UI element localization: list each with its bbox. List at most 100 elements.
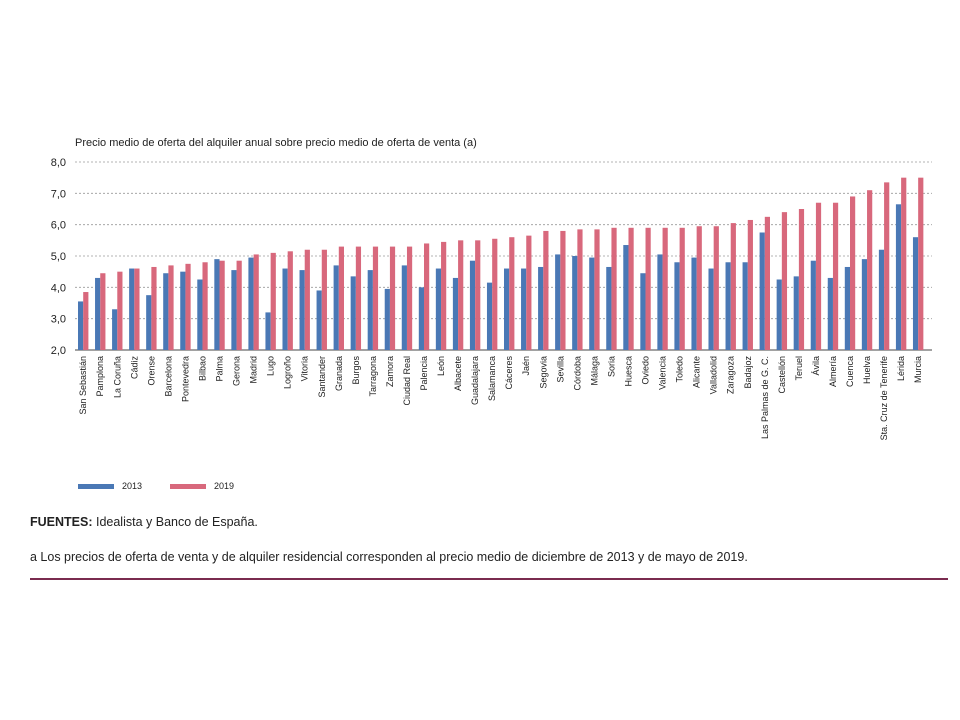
- divider: [30, 578, 948, 580]
- bar-2019: [253, 254, 259, 350]
- bar-2019: [458, 240, 464, 350]
- bar-2019: [764, 216, 770, 350]
- x-tick-label: Córdoba: [572, 356, 582, 391]
- y-tick-label: 8,0: [51, 157, 66, 169]
- bar-2013: [878, 249, 885, 350]
- bar-2019: [918, 177, 924, 350]
- bar-2019: [867, 190, 873, 350]
- x-tick-label: Barcelona: [163, 356, 173, 397]
- bar-2019: [441, 241, 447, 350]
- x-tick-label: Pamplona: [95, 356, 105, 397]
- legend-swatch-2019: [170, 484, 206, 490]
- bar-2013: [180, 271, 186, 350]
- bar-2019: [713, 226, 719, 350]
- x-tick-label: Castellón: [777, 356, 787, 394]
- bar-2013: [95, 277, 101, 350]
- y-tick-label: 2,0: [51, 345, 66, 357]
- bar-2019: [492, 238, 498, 350]
- bar-2013: [572, 256, 578, 350]
- bar-2013: [912, 237, 919, 350]
- x-tick-label: Toledo: [675, 356, 685, 383]
- legend-label-2013: 2013: [122, 481, 143, 491]
- bar-2013: [776, 279, 782, 350]
- bar-2019: [526, 235, 532, 350]
- x-tick-label: Almería: [828, 356, 838, 387]
- bar-2019: [372, 246, 379, 350]
- x-tick-label: Málaga: [589, 356, 599, 386]
- legend-swatch-2013: [78, 484, 114, 490]
- x-tick-label: Cáceres: [504, 356, 514, 390]
- x-tick-label: Salamanca: [487, 356, 497, 401]
- bar-2019: [424, 243, 430, 350]
- x-tick-label: Segovia: [538, 356, 548, 389]
- x-tick-label: Ávila: [811, 356, 821, 376]
- x-tick-label: San Sebastián: [78, 356, 88, 415]
- bar-2013: [333, 265, 339, 350]
- bar-2019: [884, 182, 890, 350]
- bar-2013: [759, 232, 765, 350]
- x-tick-label: Valladolid: [709, 356, 719, 394]
- chart-title: Precio medio de oferta del alquiler anua…: [75, 137, 477, 149]
- bar-2013: [435, 268, 442, 350]
- bar-2019: [798, 209, 805, 350]
- bar-2019: [850, 196, 856, 350]
- y-tick-label: 3,0: [51, 314, 66, 326]
- x-tick-label: Lérida: [896, 356, 906, 381]
- x-tick-label: Bilbao: [197, 356, 207, 381]
- bar-2019: [560, 230, 566, 350]
- x-tick-label: Madrid: [249, 356, 259, 384]
- bar-2013: [265, 312, 271, 350]
- bar-2013: [469, 260, 476, 350]
- bar-2013: [708, 268, 714, 350]
- x-tick-label: Pontevedra: [180, 356, 190, 402]
- bar-2013: [316, 290, 322, 350]
- bar-2013: [623, 245, 629, 350]
- bar-2013: [146, 295, 152, 350]
- bar-2013: [78, 301, 84, 350]
- x-tick-label: Albacete: [453, 356, 463, 391]
- x-tick-label: Zamora: [385, 356, 395, 387]
- bar-2019: [219, 260, 225, 350]
- bar-2013: [163, 273, 169, 350]
- x-tick-label: Huesca: [623, 356, 633, 387]
- x-tick-label: Lugo: [266, 356, 276, 376]
- x-tick-label: Alicante: [692, 356, 702, 388]
- x-tick-label: Palencia: [419, 356, 429, 391]
- bar-2013: [384, 288, 390, 350]
- x-tick-label: Sevilla: [555, 356, 565, 383]
- bar-2013: [555, 254, 561, 350]
- bar-2019: [730, 223, 736, 350]
- x-tick-label: Guadalajara: [470, 356, 480, 405]
- x-tick-label: Palma: [215, 356, 225, 382]
- x-tick-label: La Coruña: [112, 356, 122, 398]
- bar-2013: [214, 259, 220, 350]
- bar-2013: [606, 266, 612, 350]
- bar-2013: [197, 279, 203, 350]
- y-tick-label: 4,0: [51, 282, 66, 294]
- bar-2019: [185, 263, 191, 350]
- bar-2019: [83, 292, 89, 350]
- x-tick-label: Soria: [606, 356, 616, 377]
- bar-2019: [781, 212, 788, 350]
- x-tick-label: Zaragoza: [726, 356, 736, 394]
- bar-2019: [594, 229, 600, 350]
- bar-2019: [628, 227, 634, 350]
- bar-2019: [679, 227, 685, 350]
- bar-2019: [662, 227, 668, 350]
- bar-2019: [832, 202, 839, 350]
- bar-2013: [401, 265, 407, 350]
- x-tick-label: Las Palmas de G. C.: [760, 356, 770, 439]
- bar-2019: [747, 219, 753, 350]
- bar-2013: [538, 266, 544, 350]
- bar-2019: [287, 251, 293, 350]
- x-tick-label: Teruel: [794, 356, 804, 381]
- bar-2019: [151, 266, 157, 350]
- bar-2013: [657, 254, 663, 350]
- bar-2013: [810, 260, 816, 350]
- x-tick-label: Sta. Cruz de Tenerife: [879, 356, 889, 440]
- bar-2013: [248, 257, 254, 350]
- bar-2013: [793, 276, 799, 350]
- bar-2013: [725, 262, 731, 350]
- bar-2019: [509, 237, 515, 350]
- bar-2013: [691, 257, 697, 350]
